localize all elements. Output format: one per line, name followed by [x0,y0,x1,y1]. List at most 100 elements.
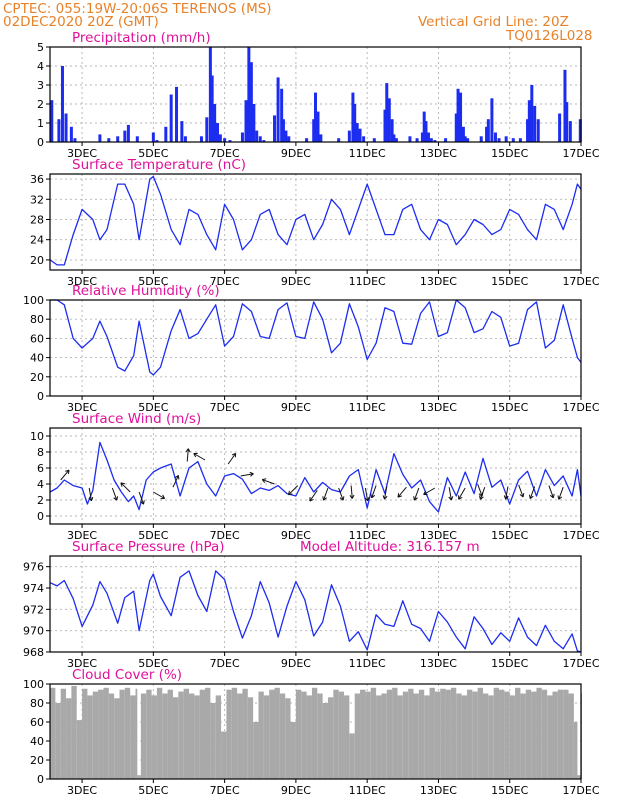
precipitation-bar [258,136,262,142]
precipitation-bar [563,69,567,142]
pressure-ytick-label: 974 [23,582,44,595]
cloud-cover-bar [71,685,77,779]
wind-arrow [503,486,509,500]
wind-arrow [548,485,555,499]
precipitation-bar [466,138,470,142]
cloud-cover-bar [577,775,581,779]
cloud-cover-bar [317,693,323,779]
wind-arrow [423,487,436,496]
cloud-cover-bar [573,722,578,779]
wind-xtick-label: 7DEC [210,529,240,542]
precipitation-bar [183,136,187,142]
precipitation-bar [284,130,288,142]
precipitation-bar [210,75,214,142]
pressure-xtick-label: 7DEC [210,657,240,670]
precipitation-bar [215,123,219,142]
wind-xtick-label: 13DEC [420,529,457,542]
wind-ytick-label: 10 [30,430,44,443]
cloud-cover-bar [258,691,264,779]
cloud-cover-bar [547,695,553,779]
precipitation-bar [73,138,77,142]
precipitation-bar [444,138,448,142]
pressure-xtick-label: 9DEC [281,657,311,670]
cloud-cover-bar [231,687,238,779]
cloud-cover-ytick-label: 20 [30,754,44,767]
cloud-cover-bar [509,695,516,779]
precipitation-ytick-label: 1 [37,117,44,130]
model-altitude-label: Model Altitude: 316.157 m [300,539,480,555]
cloud-cover-bar [55,703,61,779]
temperature-xtick-label: 3DEC [67,275,97,288]
cloud-cover-ytick-label: 40 [30,735,44,748]
cloud-cover-bar [488,695,494,779]
cloud-cover-bar [552,691,558,779]
precipitation-ytick-label: 2 [37,98,44,111]
precipitation-xtick-label: 5DEC [138,147,168,160]
wind-xtick-label: 3DEC [67,529,97,542]
pressure-xtick-label: 13DEC [420,657,457,670]
cloud-cover-bar [221,731,227,779]
precipitation-bar [415,138,419,142]
precipitation-xtick-label: 13DEC [420,147,457,160]
cloud-cover-bar [274,687,280,779]
precipitation-bar [456,88,460,142]
cloud-cover-bar [461,695,467,779]
precipitation-bar [126,124,130,142]
precipitation-frame [49,46,582,143]
precipitation-bar [240,132,244,142]
cloud-cover-bar [103,687,109,779]
cloud-cover-bar [472,691,478,779]
pressure-ytick-label: 976 [23,561,44,574]
cloud-cover-xtick-label: 17DEC [562,784,599,797]
precipitation-bar [454,113,458,142]
cloud-cover-bar [557,689,564,779]
precipitation-bar [504,136,508,142]
cloud-cover-bar [365,691,371,779]
cloud-cover-bar [226,689,232,779]
precipitation-bar [358,128,362,142]
cloud-cover-bar [338,691,345,779]
precipitation-ytick-label: 4 [37,60,44,73]
cloud-cover-bar [440,688,446,779]
temperature-title: Surface Temperature (nC) [72,157,246,173]
cloud-cover-bar [210,703,216,779]
precipitation-bar [493,132,497,142]
humidity-title: Relative Humidity (%) [72,283,220,299]
precipitation-bar [223,138,227,142]
humidity-xtick-label: 5DEC [138,401,168,414]
wind-arrow [240,471,254,477]
cloud-cover-bar [114,698,120,779]
cloud-cover-bar [568,693,574,779]
humidity-ytick-label: 100 [23,294,44,307]
precipitation-bar [383,109,387,142]
cloud-cover-bar [541,689,548,779]
cloud-cover-bar [87,695,93,779]
precipitation-bar [123,130,127,142]
cloud-cover-bar [354,693,361,779]
cloud-cover-bar [285,698,291,779]
pressure-frame [49,555,582,653]
precipitation-bar [394,138,398,142]
temperature-series-line [49,175,582,266]
cloud-cover-bar [162,693,168,779]
precipitation-bar [155,140,159,142]
cloud-cover-bar [322,703,328,779]
cloud-cover-bar [525,689,532,779]
precipitation-bar [518,138,522,142]
precipitation-ytick-label: 5 [37,41,44,54]
cloud-cover-bar [429,687,435,779]
cloud-cover-bar [536,687,542,779]
precipitation-bar [175,86,179,142]
temperature-xtick-label: 17DEC [562,275,599,288]
precipitation-bar [255,130,259,142]
precipitation-xtick-label: 3DEC [67,147,97,160]
cloud-cover-bar [456,693,462,779]
precipitation-bar [433,140,437,142]
wind-arrow [479,487,486,500]
precipitation-bar [287,136,291,142]
precipitation-bar [347,130,351,142]
cloud-cover-bar [413,693,419,779]
wind-arrow [397,486,407,498]
wind-arrow [111,487,119,501]
wind-arrow [60,469,70,481]
